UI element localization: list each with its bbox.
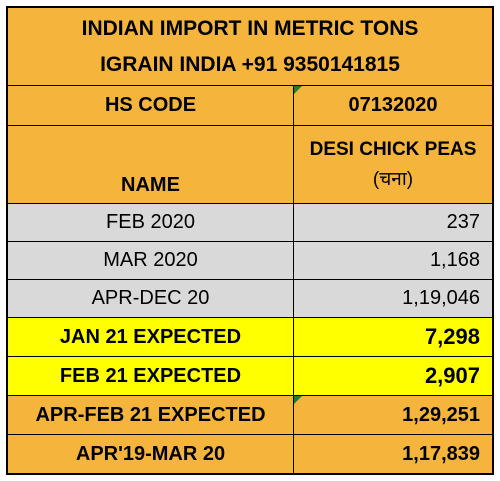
product-name-line-2: (चना): [372, 168, 414, 190]
hs-code-label: HS CODE: [8, 86, 294, 125]
row-label: MAR 2020: [8, 242, 294, 279]
row-value: 1,168: [429, 249, 480, 271]
row-label: JAN 21 EXPECTED: [8, 318, 294, 356]
name-row: NAME DESI CHICK PEAS (चना): [8, 126, 492, 204]
table-row: JAN 21 EXPECTED 7,298: [8, 318, 492, 357]
cell-note-indicator-icon: [294, 86, 302, 94]
hs-code-value-cell[interactable]: 07132020: [294, 86, 492, 125]
name-label: NAME: [8, 126, 294, 203]
table-row: APR-DEC 20 1,19,046: [8, 280, 492, 318]
product-name: DESI CHICK PEAS (चना): [294, 126, 492, 203]
row-value: 2,907: [424, 363, 480, 388]
table-row: MAR 2020 1,168: [8, 242, 492, 280]
cell-note-indicator-icon: [294, 396, 302, 404]
row-value: 7,298: [424, 324, 480, 349]
row-value-cell[interactable]: 1,29,251: [294, 396, 492, 434]
row-value: 1,19,046: [402, 287, 480, 309]
row-label: APR'19-MAR 20: [8, 435, 294, 473]
product-name-line-1: DESI CHICK PEAS: [309, 138, 477, 160]
title-line-2: IGRAIN INDIA +91 9350141815: [100, 52, 400, 76]
title-row: INDIAN IMPORT IN METRIC TONS IGRAIN INDI…: [8, 8, 492, 86]
row-label: APR-DEC 20: [8, 280, 294, 317]
import-table: INDIAN IMPORT IN METRIC TONS IGRAIN INDI…: [6, 6, 494, 475]
table-row: APR-FEB 21 EXPECTED 1,29,251: [8, 396, 492, 435]
row-label: APR-FEB 21 EXPECTED: [8, 396, 294, 434]
hs-code-value: 07132020: [348, 94, 438, 116]
hs-code-row: HS CODE 07132020: [8, 86, 492, 126]
table-row: FEB 21 EXPECTED 2,907: [8, 357, 492, 396]
row-value: 1,29,251: [402, 403, 480, 426]
table-row: FEB 2020 237: [8, 204, 492, 242]
table-row: APR'19-MAR 20 1,17,839: [8, 435, 492, 473]
row-value: 1,17,839: [402, 442, 480, 465]
table-title: INDIAN IMPORT IN METRIC TONS IGRAIN INDI…: [8, 8, 492, 85]
row-label: FEB 2020: [8, 204, 294, 241]
row-value: 237: [446, 211, 480, 233]
row-label: FEB 21 EXPECTED: [8, 357, 294, 395]
title-line-1: INDIAN IMPORT IN METRIC TONS: [81, 16, 419, 40]
